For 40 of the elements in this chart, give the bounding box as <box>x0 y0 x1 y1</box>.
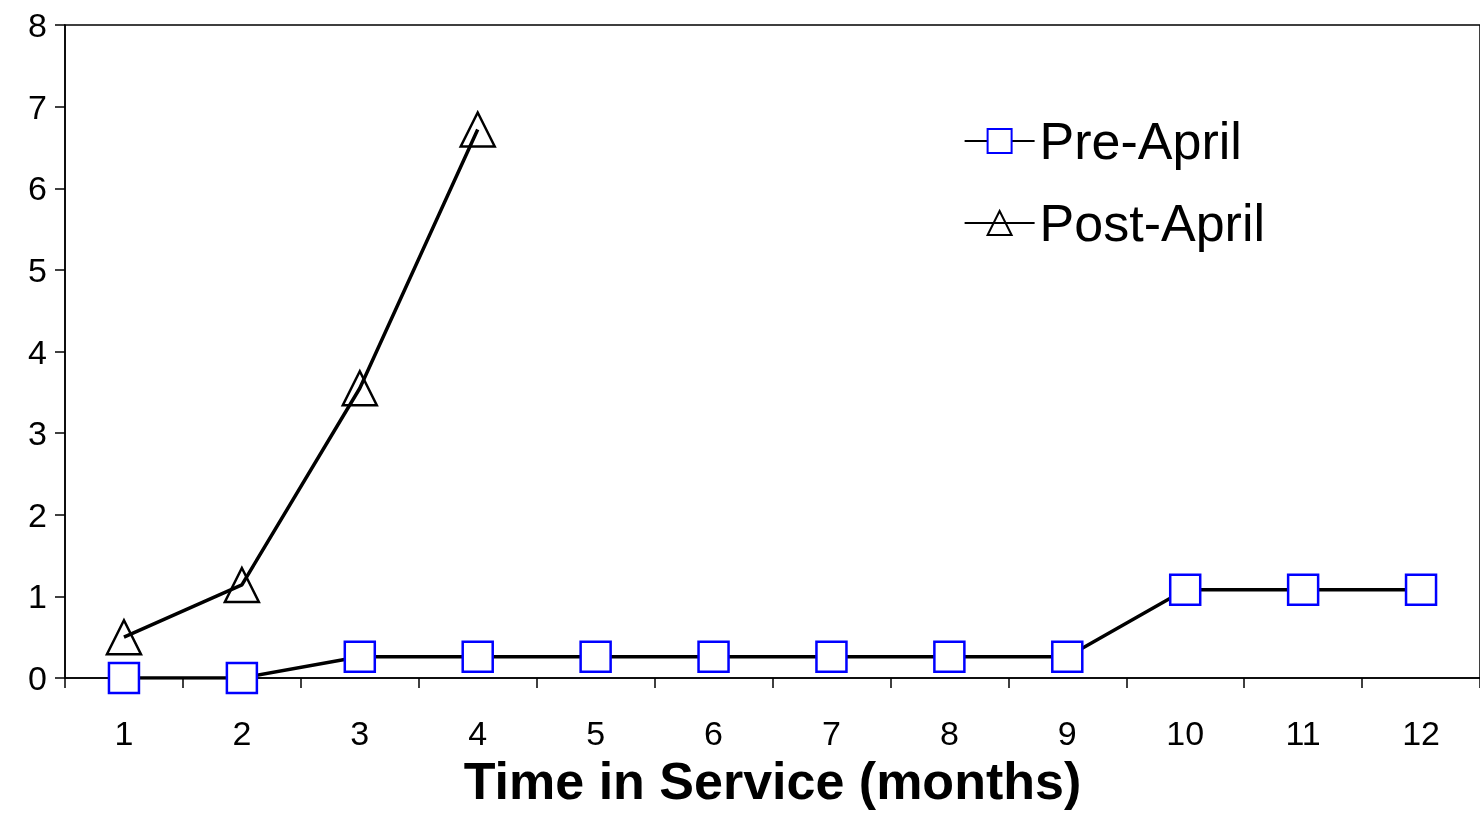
point <box>461 640 494 674</box>
point <box>1168 573 1202 607</box>
point <box>579 640 612 674</box>
x-tick-label: 2 <box>232 714 252 752</box>
point <box>105 618 143 656</box>
point <box>697 640 730 674</box>
x-tick-label: 11 <box>1285 714 1321 752</box>
x-tick-label: 12 <box>1402 714 1440 752</box>
y-tick-label: 0 <box>28 659 47 697</box>
point <box>107 661 141 695</box>
y-tick-label: 1 <box>28 577 47 616</box>
x-tick-label: 6 <box>704 714 723 752</box>
y-tick-label: 8 <box>28 6 47 44</box>
legend-label: Post-April <box>1039 194 1266 252</box>
y-tick-label: 5 <box>28 250 47 289</box>
x-tick-label: 9 <box>1057 714 1077 752</box>
point <box>343 640 377 674</box>
x-axis-title: Time in Service (months) <box>463 751 1082 810</box>
point <box>815 640 848 674</box>
point <box>225 661 259 695</box>
legend-label: Pre-April <box>1039 112 1242 170</box>
x-tick-label: 10 <box>1166 714 1205 752</box>
point <box>341 369 379 407</box>
y-tick-label: 3 <box>28 414 47 453</box>
x-tick-label: 8 <box>939 714 959 752</box>
point <box>459 111 496 148</box>
point <box>1404 573 1438 607</box>
point <box>933 640 966 674</box>
x-tick-label: 4 <box>468 714 488 752</box>
x-tick-label: 3 <box>350 714 370 752</box>
x-tick-label: 1 <box>114 714 134 752</box>
x-tick-label: 7 <box>822 714 841 752</box>
y-tick-label: 2 <box>28 495 47 534</box>
y-tick-label: 4 <box>28 332 47 371</box>
point <box>1051 640 1084 674</box>
point <box>1286 573 1320 607</box>
y-tick-label: 7 <box>28 87 47 126</box>
y-tick-label: 6 <box>28 169 47 208</box>
point <box>223 566 261 604</box>
x-tick-label: 5 <box>586 714 606 752</box>
